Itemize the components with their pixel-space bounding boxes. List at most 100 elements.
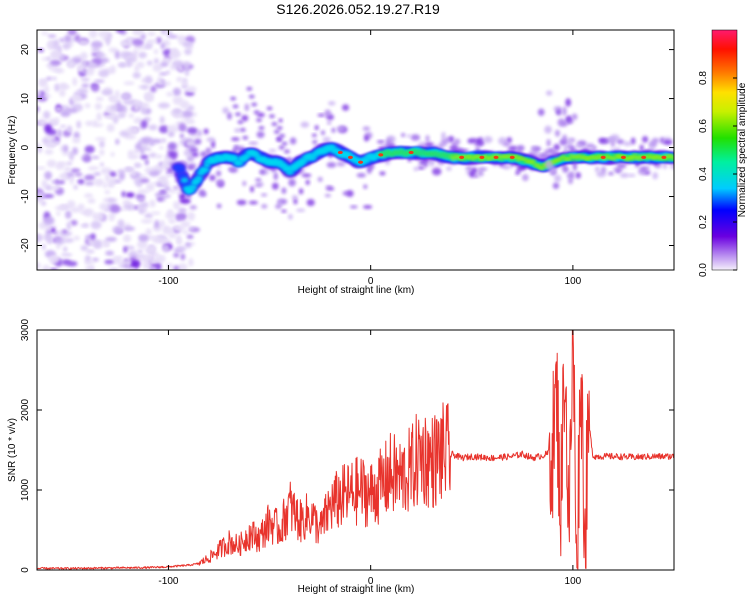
spectrogram-noise-blob [73, 131, 80, 140]
spectrogram-ridge-yellow [613, 157, 617, 161]
spectrogram-noise-blob [148, 170, 160, 177]
spectrogram-halo-blob [215, 179, 225, 186]
spectrogram-ridge-yellow [516, 158, 520, 161]
spectrogram-noise-blob [70, 168, 81, 174]
spectrogram-noise-blob [173, 265, 180, 270]
spectrogram-halo-blob [455, 147, 464, 152]
spectrogram-halo-blob [608, 171, 614, 176]
spectrogram-halo-blob [209, 174, 216, 181]
spectrogram-noise-blob [149, 265, 157, 270]
spectrogram-noise-blob [110, 152, 115, 157]
spectrogram-noise-blob [84, 174, 96, 181]
spectrogram-halo-blob [268, 148, 277, 153]
figure-title: S126.2026.052.19.27.R19 [276, 1, 440, 17]
spectrogram-x-tick-label: -100 [158, 276, 178, 287]
spectrogram-noise-blob [41, 200, 47, 206]
spectrogram-noise-blob [90, 233, 96, 240]
spectrogram-noise-blob [84, 265, 95, 270]
spectrogram-halo-blob [278, 118, 283, 123]
spectrogram-noise-blob [159, 115, 165, 124]
spectrogram-noise-blob [92, 123, 104, 128]
spectrogram-noise-blob [74, 173, 83, 177]
spectrogram-noise-blob [148, 124, 158, 131]
spectrogram-noise-blob [43, 216, 55, 226]
spectrogram-x-ticks: -100 0 100 [158, 30, 582, 287]
spectrogram-noise-blob [123, 226, 136, 231]
spectrogram-ridge-yellow [470, 158, 475, 161]
spectrogram-noise-blob [141, 147, 152, 151]
colorbar-tick-label: 0.8 [698, 71, 709, 85]
spectrogram-halo-blob [327, 121, 332, 125]
spectrogram-noise-blob [119, 260, 132, 266]
spectrogram-noise-blob [104, 190, 111, 195]
spectrogram-halo-blob [413, 166, 419, 172]
spectrogram-hotspot [347, 155, 353, 159]
spectrogram-streak-blob [271, 122, 278, 127]
spectrogram-noise-blob [157, 102, 170, 109]
spectrogram-noise-blob [41, 31, 49, 36]
spectrogram-halo-blob [326, 162, 337, 168]
spectrogram-halo-blob [401, 132, 406, 138]
spectrogram-noise-blob [138, 208, 145, 214]
spectrogram-noise-blob [97, 212, 104, 221]
spectrogram-noise-blob [97, 30, 110, 38]
spectrogram-noise-blob [175, 234, 182, 243]
spectrogram-noise-blob [187, 157, 194, 161]
spectrogram-noise-blob [74, 34, 81, 42]
spectrogram-noise-blob [109, 171, 117, 178]
spectrogram-noise-blob [92, 257, 99, 262]
spectrogram-noise-blob [136, 240, 148, 250]
spectrogram-noise-blob [115, 138, 120, 145]
spectrogram-noise-blob [140, 178, 150, 183]
spectrogram-streak-blob [268, 114, 275, 119]
spectrogram-noise-blob [114, 90, 120, 98]
spectrogram-halo-blob [287, 213, 293, 220]
spectrogram-streak-blob [246, 86, 253, 91]
spectrogram-hotspot [661, 155, 667, 159]
spectrogram-noise-blob [63, 238, 75, 243]
spectrogram-noise-blob [104, 259, 114, 265]
colorbar-ticks: 0.0 0.2 0.4 0.6 0.8 [698, 71, 737, 277]
spectrogram-noise-blob [160, 42, 166, 50]
spectrogram-ridge-yellow [631, 154, 637, 157]
spectrogram-halo-blob [475, 146, 481, 152]
spectrogram-noise-blob [95, 51, 105, 59]
spectrogram-noise-blob [155, 154, 163, 159]
spectrogram-ridge-green [416, 149, 422, 154]
spectrogram-noise-blob [66, 221, 72, 231]
spectrogram-noise-blob [117, 219, 125, 228]
spectrogram-noise-blob [138, 85, 150, 89]
spectrogram-noise-blob [105, 242, 110, 247]
spectrogram-noise-blob [123, 234, 132, 243]
spectrogram-noise-blob [93, 79, 105, 83]
spectrogram-x-tick-label: 0 [368, 276, 374, 287]
spectrogram-halo-blob [179, 134, 185, 138]
spectrogram-halo-blob [324, 193, 332, 198]
spectrogram-halo-blob [196, 129, 203, 137]
spectrogram-noise-blob [160, 176, 167, 186]
spectrogram-noise-blob [138, 174, 148, 178]
spectrogram-halo-blob [259, 169, 266, 175]
spectrogram-ridge-yellow [669, 154, 674, 157]
spectrogram-noise-blob [173, 200, 181, 210]
spectrogram-noise-blob [43, 110, 51, 120]
spectrogram-noise-blob [59, 82, 68, 90]
spectrogram-noise-blob [149, 199, 156, 208]
spectrogram-noise-blob [140, 119, 148, 129]
spectrogram-halo-blob [241, 114, 249, 122]
spectrogram-burst-blob [544, 125, 552, 134]
spectrogram-halo-blob [652, 172, 659, 180]
spectrogram-halo-blob [362, 204, 373, 209]
spectrogram-noise-blob [156, 196, 164, 202]
spectrogram-noise-blob [123, 203, 135, 210]
spectrogram-noise-blob [59, 89, 66, 97]
spectrogram-noise-blob [127, 153, 139, 160]
spectrogram-noise-blob [130, 172, 137, 177]
spectrogram-noise-blob [151, 211, 161, 215]
spectrogram-noise-blob [169, 34, 178, 39]
spectrogram-noise-blob [37, 145, 43, 154]
spectrogram-noise-blob [128, 113, 135, 119]
spectrogram-halo-blob [256, 112, 265, 118]
spectrogram-noise-blob [95, 96, 104, 102]
spectrogram-noise-blob [163, 158, 170, 168]
